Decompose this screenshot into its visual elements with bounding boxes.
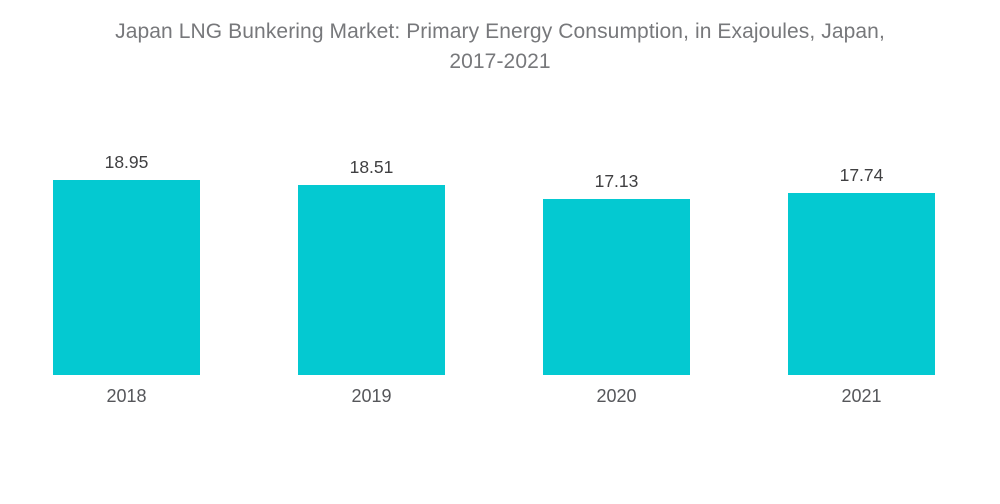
bar-2018 (53, 180, 200, 375)
x-axis-labels: 2018 2019 2020 2021 (4, 385, 984, 407)
plot-area: 18.95 18.51 17.13 17.74 (4, 0, 984, 375)
value-label-2018: 18.95 (104, 152, 149, 172)
bar-group-2020: 17.13 (494, 0, 739, 375)
x-axis-label-2018: 2018 (106, 386, 147, 406)
chart-title-line-1: Japan LNG Bunkering Market: Primary Ener… (115, 20, 885, 43)
chart-title-line-2: 2017-2021 (449, 50, 551, 73)
x-axis-label-2019: 2019 (351, 386, 392, 406)
bar-2020 (543, 198, 690, 375)
value-label-2019: 18.51 (349, 156, 394, 177)
bar-group-2018: 18.95 (4, 0, 249, 375)
value-label-2021: 17.74 (839, 164, 884, 185)
x-axis-label-2021: 2021 (841, 386, 882, 406)
x-axis-label-2020: 2020 (596, 386, 637, 406)
value-label-2020: 17.13 (594, 170, 639, 191)
bar-group-2019: 18.51 (249, 0, 494, 375)
bar-2021 (788, 192, 935, 375)
bar-2019 (298, 184, 445, 375)
bar-group-2021: 17.74 (739, 0, 984, 375)
chart-title: Japan LNG Bunkering Market: Primary Ener… (0, 17, 1000, 77)
